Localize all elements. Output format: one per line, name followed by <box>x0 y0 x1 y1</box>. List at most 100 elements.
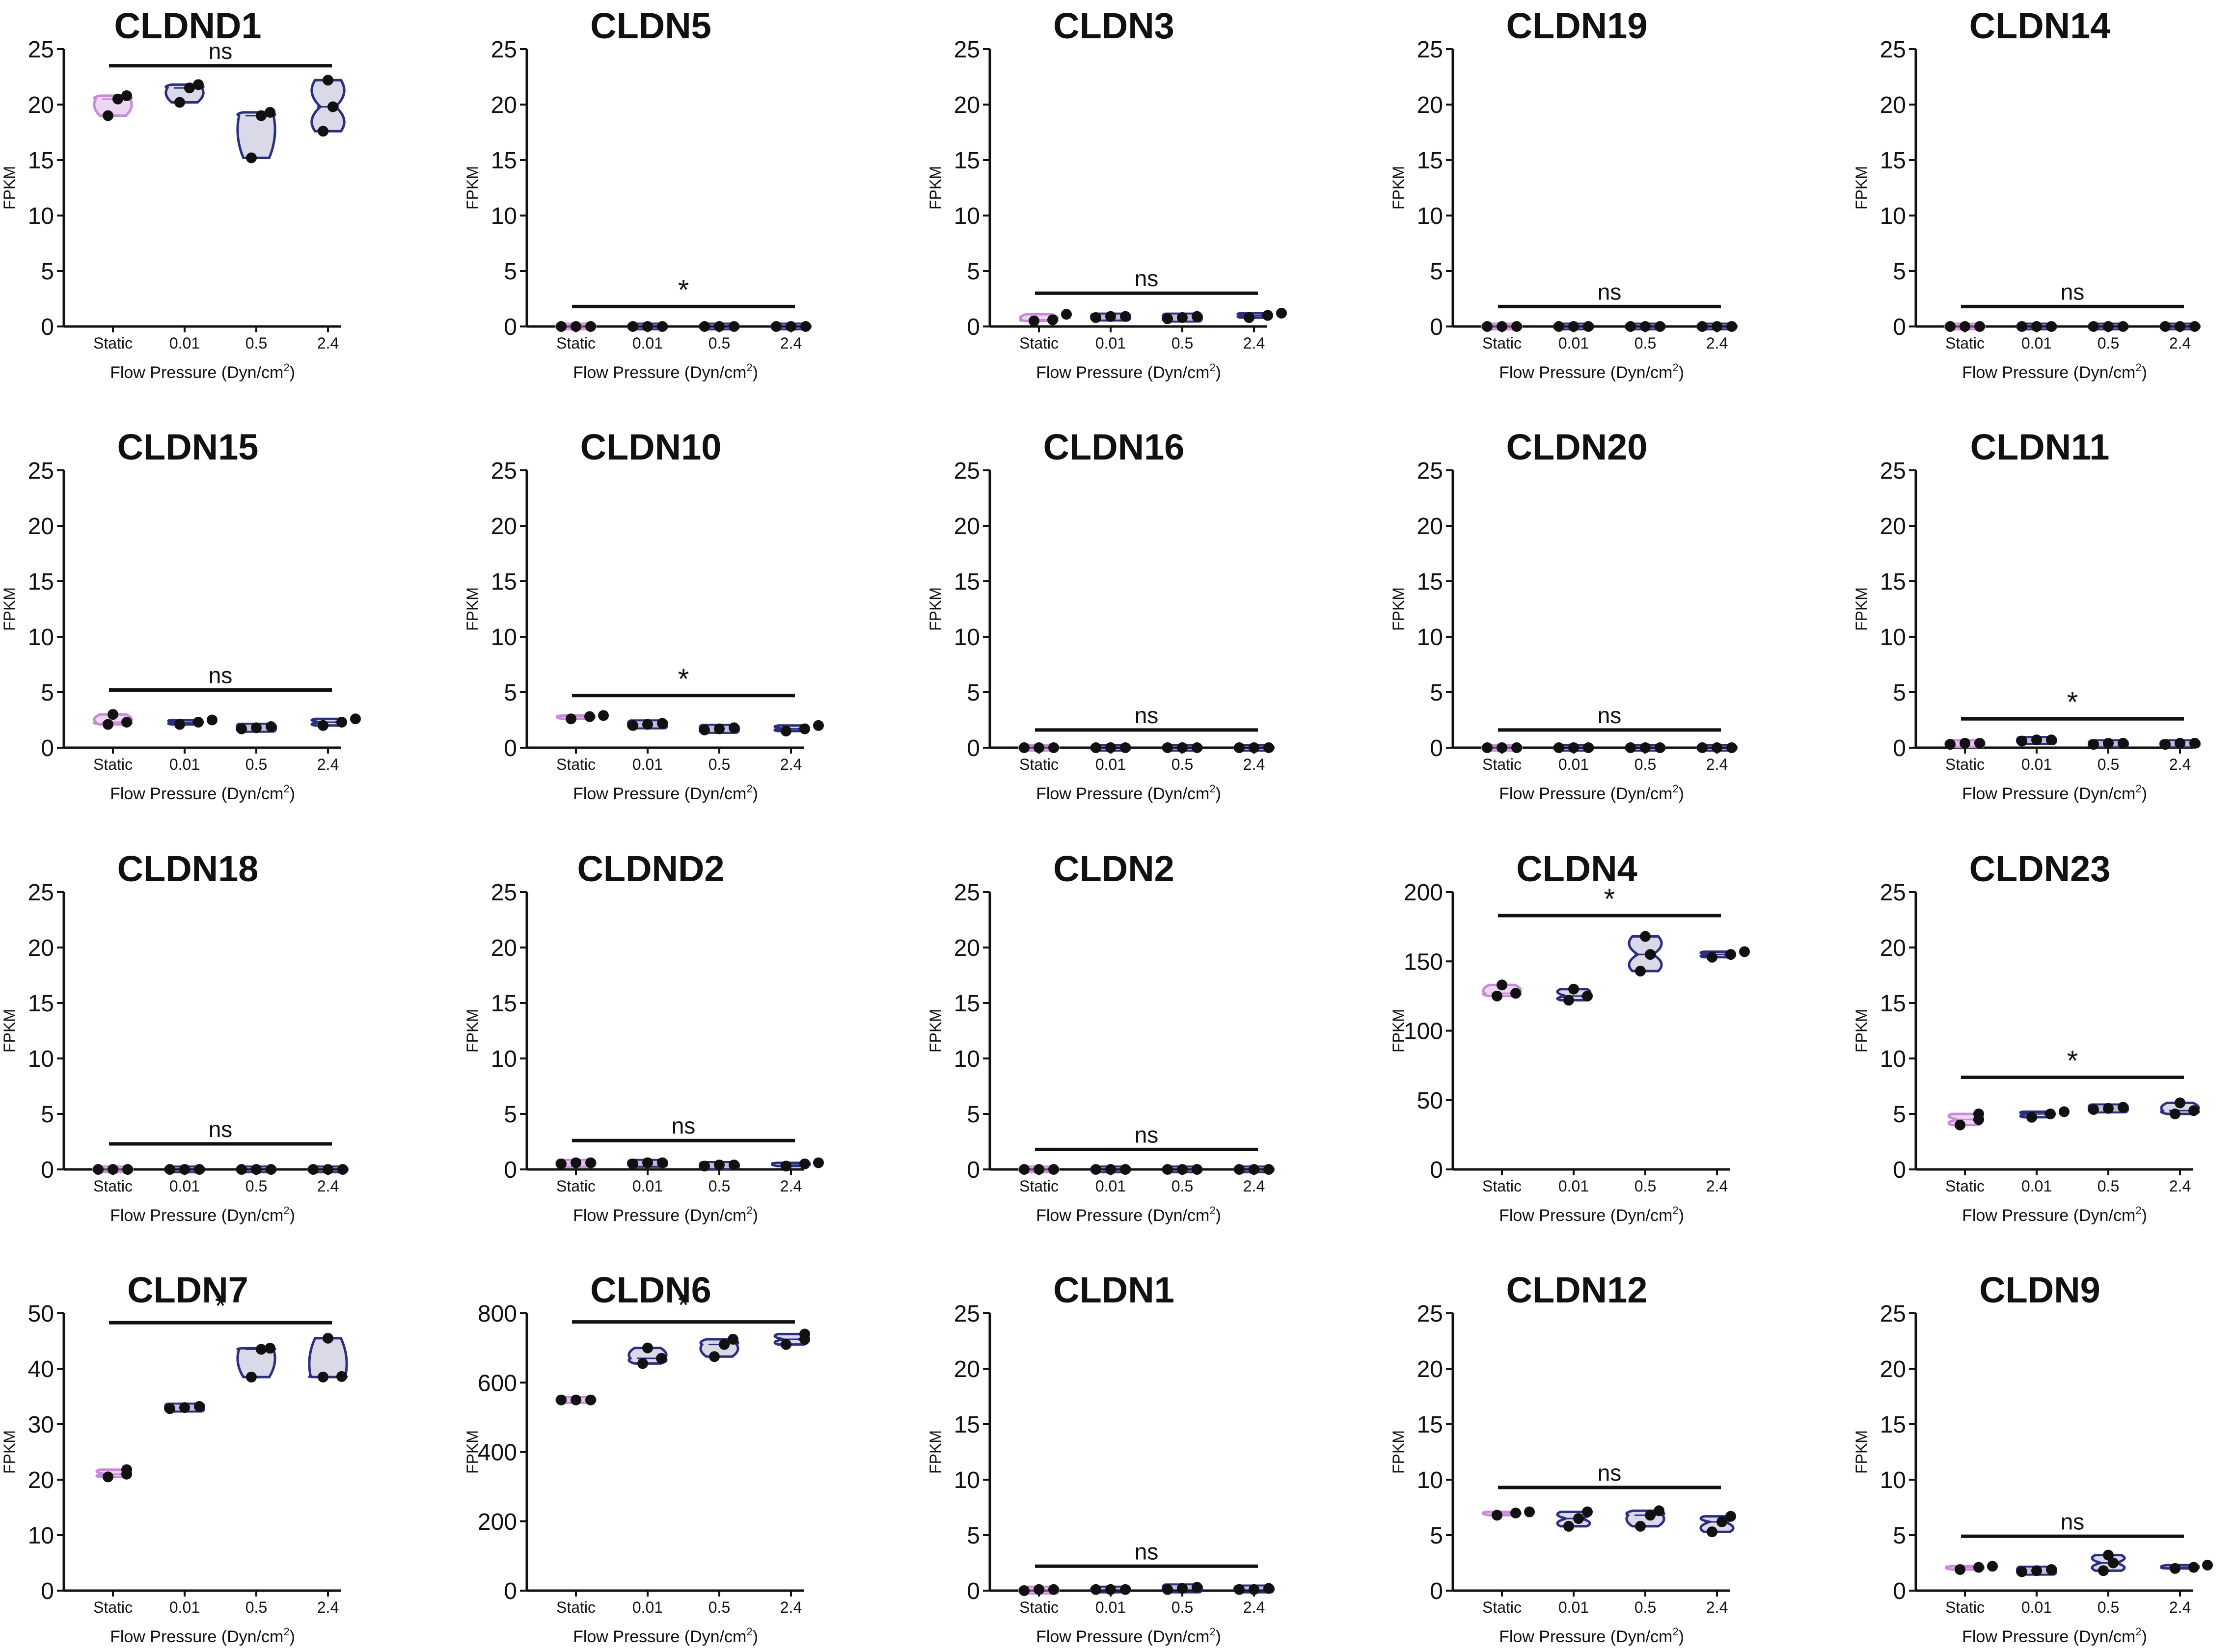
data-point <box>93 1164 104 1175</box>
y-tick-label: 25 <box>1417 458 1443 484</box>
data-point <box>729 722 739 733</box>
data-point <box>2103 737 2114 749</box>
y-tick-label: 20 <box>1417 1356 1443 1382</box>
data-point <box>799 723 810 734</box>
data-point <box>1019 1164 1030 1175</box>
data-point <box>642 1157 653 1168</box>
data-point <box>566 713 576 725</box>
data-point <box>2016 1566 2027 1577</box>
y-tick-label: 0 <box>504 1157 517 1183</box>
x-tick-label: 0.01 <box>632 1598 663 1616</box>
x-axis-label-sup: 2 <box>283 361 289 374</box>
data-point <box>1090 742 1101 753</box>
data-point <box>1192 1164 1202 1175</box>
data-point <box>1697 742 1708 753</box>
y-axis-label: FPKM <box>1853 587 1870 631</box>
x-axis-label: Flow Pressure (Dyn/cm2) <box>1499 1625 1684 1646</box>
y-tick-label: 5 <box>967 1523 980 1549</box>
x-axis-label: Flow Pressure (Dyn/cm2) <box>1499 783 1684 803</box>
y-tick-label: 10 <box>1417 1467 1443 1493</box>
data-point <box>771 321 782 332</box>
x-axis-label-main: Flow Pressure (Dyn/cm <box>110 1627 283 1646</box>
data-point <box>1048 1584 1059 1595</box>
x-axis-label-main: Flow Pressure (Dyn/cm <box>110 1206 283 1225</box>
y-axis-label: FPKM <box>0 587 18 631</box>
data-point <box>1511 321 1522 332</box>
y-tick-label: 20 <box>28 935 54 961</box>
x-tick-label: Static <box>93 334 133 352</box>
y-tick-label: 30 <box>28 1412 54 1438</box>
data-point <box>1262 310 1273 321</box>
data-point <box>714 1159 725 1170</box>
x-tick-label: Static <box>556 1177 596 1195</box>
data-point <box>1061 309 1072 320</box>
data-point <box>1048 1164 1059 1175</box>
data-point <box>1090 1164 1101 1175</box>
data-point <box>207 714 218 726</box>
data-point <box>2103 1549 2114 1561</box>
panel-cldn10: CLDN10 0 5 10 15 20 25 FPKM Static 0.01 0.5 2.4 Flow… <box>463 427 824 803</box>
data-point <box>194 1164 205 1175</box>
x-axis-label-end: ) <box>1216 363 1221 382</box>
x-tick-label: Static <box>1482 1598 1522 1616</box>
y-axis-label: FPKM <box>926 587 944 631</box>
y-tick-label: 600 <box>478 1370 517 1396</box>
y-axis-label: FPKM <box>463 166 481 210</box>
x-tick-label: 0.01 <box>1558 334 1589 352</box>
data-point <box>1192 1582 1202 1593</box>
data-point <box>265 1343 275 1354</box>
x-tick-label: Static <box>1945 756 1985 773</box>
data-point <box>699 1161 710 1172</box>
data-point <box>799 1328 810 1340</box>
x-tick-label: 0.5 <box>2098 1598 2119 1616</box>
data-point <box>1019 742 1030 753</box>
y-tick-label: 25 <box>1880 458 1906 484</box>
y-tick-label: 25 <box>491 458 517 484</box>
panel-cldn2: CLDN2 0 5 10 15 20 25 FPKM Static 0.01 0.5 2.4 Flow … <box>926 848 1275 1225</box>
x-axis-label-main: Flow Pressure (Dyn/cm <box>1036 1206 1209 1225</box>
chart-title: CLDN6 <box>590 1270 711 1310</box>
significance-label: ns <box>209 38 233 64</box>
y-tick-label: 5 <box>967 259 980 285</box>
y-axis-label: FPKM <box>463 1430 481 1474</box>
data-point <box>1263 1583 1274 1594</box>
data-point <box>1234 1584 1245 1595</box>
x-axis-label-end: ) <box>753 1627 758 1646</box>
y-tick-label: 25 <box>28 37 54 63</box>
x-axis-label: Flow Pressure (Dyn/cm2) <box>573 1625 758 1646</box>
significance-label: ns <box>2061 1509 2085 1534</box>
x-axis-label-end: ) <box>1216 785 1221 803</box>
data-point <box>2031 734 2042 746</box>
y-tick-label: 15 <box>954 569 980 595</box>
x-tick-label: 0.5 <box>708 756 730 773</box>
data-point <box>164 1164 175 1175</box>
x-axis-label-sup: 2 <box>2135 361 2141 374</box>
data-point <box>1582 990 1593 1002</box>
data-point <box>2103 1103 2114 1114</box>
y-tick-label: 10 <box>28 203 54 229</box>
y-axis-label: FPKM <box>463 587 481 631</box>
chart-title: CLDN4 <box>1516 848 1637 889</box>
data-point <box>318 720 328 731</box>
data-point <box>164 1403 175 1414</box>
data-point <box>627 321 638 332</box>
x-tick-label: 0.01 <box>1095 334 1126 352</box>
x-tick-label: 0.01 <box>1095 756 1126 773</box>
data-point <box>571 1394 581 1406</box>
x-tick-label: Static <box>556 1598 596 1616</box>
y-axis-label: FPKM <box>1389 587 1407 631</box>
x-axis-label-main: Flow Pressure (Dyn/cm <box>1499 363 1672 382</box>
x-tick-label: 0.01 <box>169 334 200 352</box>
panel-cldn7: CLDN7 0 10 20 30 40 50 FPKM Static 0.01 0.5 2.4 Flow… <box>0 1270 348 1646</box>
y-tick-label: 10 <box>954 1046 980 1072</box>
y-tick-label: 400 <box>478 1440 517 1466</box>
y-tick-label: 10 <box>28 1046 54 1072</box>
x-tick-label: 0.01 <box>169 1598 200 1616</box>
y-tick-label: 10 <box>1880 1046 1906 1072</box>
data-point <box>1974 737 1985 749</box>
data-point <box>1583 321 1594 332</box>
data-point <box>1973 1562 1984 1573</box>
data-point <box>729 321 739 332</box>
data-point <box>1048 742 1059 753</box>
y-tick-label: 800 <box>478 1301 517 1327</box>
